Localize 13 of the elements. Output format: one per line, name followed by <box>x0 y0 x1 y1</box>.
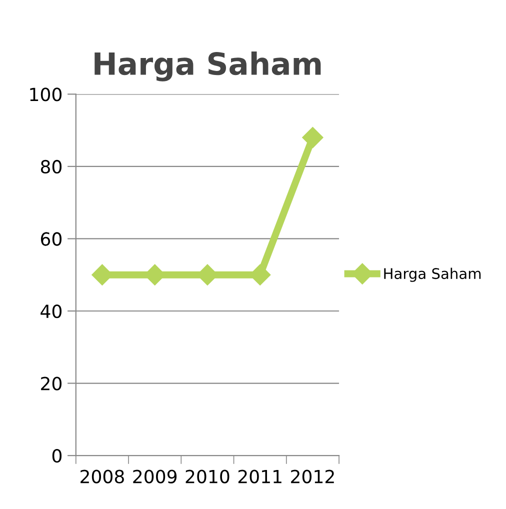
y-tick-label: 60 <box>40 232 62 246</box>
y-tick-label: 20 <box>41 376 62 390</box>
y-tick-label: 80 <box>40 160 62 174</box>
legend-label: Harga Saham <box>384 268 481 282</box>
y-tick-label: 0 <box>52 449 62 463</box>
x-tick-label: 2012 <box>291 470 334 484</box>
x-tick-label: 2008 <box>80 470 124 484</box>
chart-title: Harga Saham <box>94 52 321 82</box>
y-tick-label: 40 <box>40 304 62 318</box>
x-tick-label: 2010 <box>186 470 230 484</box>
x-tick-label: 2009 <box>133 470 177 484</box>
y-tick-label: 100 <box>30 88 62 102</box>
x-tick-label: 2011 <box>238 470 282 484</box>
